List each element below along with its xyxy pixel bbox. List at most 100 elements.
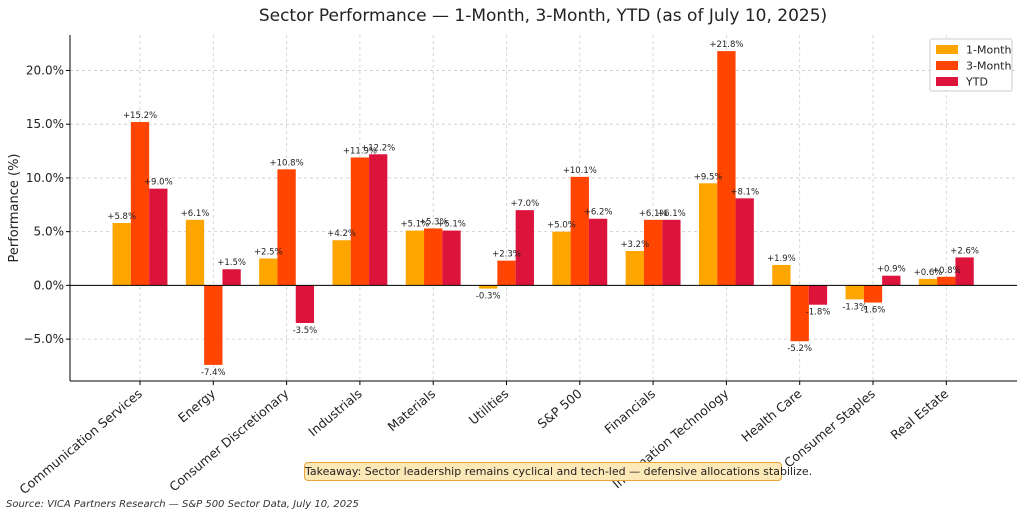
- bar-ytd-8: [735, 198, 754, 286]
- data-label: +5.0%: [547, 221, 576, 231]
- data-label: -0.3%: [476, 292, 501, 302]
- bar-3-month-8: [717, 51, 736, 286]
- legend: 1-Month 3-Month YTD: [929, 38, 1013, 92]
- bar-ytd-7: [662, 219, 681, 286]
- x-category-label: Utilities: [466, 386, 512, 428]
- data-label: +6.2%: [584, 208, 613, 218]
- x-category-label: Consumer Discretionary: [166, 385, 292, 494]
- x-category-label: S&P 500: [534, 386, 584, 432]
- y-tick-label: −5.0%: [23, 332, 64, 346]
- bar-3-month-2: [277, 169, 296, 286]
- source-note: Source: VICA Partners Research — S&P 500…: [6, 499, 359, 510]
- data-label: -7.4%: [201, 368, 226, 378]
- x-category-label: Health Care: [738, 386, 805, 445]
- data-label: +0.9%: [877, 265, 906, 275]
- x-category-label: Financials: [601, 386, 658, 437]
- legend-label: 1-Month: [966, 44, 1011, 57]
- bar-1-month-10: [845, 285, 864, 300]
- bar-3-month-10: [863, 285, 883, 303]
- data-label: -5.2%: [787, 344, 812, 354]
- data-label: +2.6%: [950, 246, 979, 256]
- bar-3-month-7: [643, 219, 663, 286]
- bar-3-month-1: [204, 285, 223, 365]
- data-labels-group: +5.8% +6.1% +2.5% +4.2% +5.1% -0.3% +5.0% +3.2%…: [107, 40, 979, 378]
- legend-label: YTD: [965, 76, 988, 89]
- y-tick-labels: −5.0% 0.0% 5.0% 10.0% 15.0% 20.0%: [23, 63, 70, 346]
- data-label: +5.1%: [401, 220, 430, 230]
- bar-ytd-10: [882, 275, 901, 286]
- data-label: +5.8%: [107, 212, 136, 222]
- x-category-label: Real Estate: [888, 386, 952, 443]
- x-category-label: Materials: [385, 386, 439, 434]
- legend-swatch: [936, 45, 958, 54]
- legend-swatch: [936, 61, 958, 70]
- data-label: +5.3%: [419, 217, 448, 227]
- bar-ytd-2: [295, 285, 315, 323]
- bar-ytd-6: [588, 218, 608, 286]
- x-category-label: Industrials: [305, 386, 365, 439]
- bar-3-month-9: [790, 285, 809, 342]
- bar-3-month-11: [937, 276, 956, 286]
- data-label: +7.0%: [510, 199, 539, 209]
- data-label: -1.3%: [842, 302, 867, 312]
- data-label: -1.8%: [806, 308, 831, 318]
- x-category-label: Energy: [175, 385, 219, 425]
- data-label: +9.0%: [144, 178, 173, 188]
- bar-1-month-9: [772, 264, 791, 286]
- bar-3-month-6: [570, 176, 589, 286]
- bar-1-month-3: [332, 240, 351, 286]
- bar-3-month-0: [130, 122, 150, 286]
- data-label: +4.2%: [327, 229, 356, 239]
- data-label: -3.5%: [293, 326, 318, 336]
- y-tick-label: 10.0%: [26, 171, 64, 185]
- y-tick-label: 20.0%: [26, 63, 64, 77]
- data-label: +21.8%: [709, 40, 743, 50]
- bar-3-month-3: [350, 157, 370, 286]
- legend-swatch: [936, 77, 958, 86]
- data-label: +8.1%: [730, 187, 759, 197]
- data-label: +10.1%: [563, 166, 597, 176]
- bar-1-month-0: [112, 223, 131, 286]
- bar-1-month-6: [552, 231, 571, 286]
- y-tick-label: 15.0%: [26, 117, 64, 131]
- legend-label: 3-Month: [966, 60, 1011, 73]
- data-label: +6.1%: [639, 209, 668, 219]
- data-label: +6.1%: [181, 209, 210, 219]
- data-label: +9.5%: [694, 172, 723, 182]
- data-label: -1.6%: [861, 306, 886, 316]
- bar-1-month-8: [698, 183, 718, 286]
- data-label: +2.5%: [254, 248, 283, 258]
- data-label: +1.5%: [217, 258, 246, 268]
- bar-1-month-11: [918, 278, 938, 286]
- data-label: +11.9%: [343, 146, 377, 156]
- axes: [69, 35, 1017, 382]
- bar-3-month-5: [497, 260, 516, 286]
- bar-ytd-5: [515, 210, 534, 286]
- bar-1-month-4: [405, 230, 425, 286]
- data-label: +5.1%: [437, 220, 466, 230]
- takeaway-annotation: Takeaway: Sector leadership remains cycl…: [304, 462, 812, 481]
- data-label: +10.8%: [270, 158, 304, 168]
- data-label: +0.8%: [932, 266, 961, 276]
- data-label: +3.2%: [620, 240, 649, 250]
- chart-title: Sector Performance — 1-Month, 3-Month, Y…: [259, 6, 827, 26]
- data-label: +12.2%: [361, 143, 395, 153]
- bar-ytd-1: [222, 269, 241, 286]
- bar-3-month-4: [424, 228, 443, 286]
- y-axis-label: Performance (%): [7, 153, 22, 262]
- bar-1-month-1: [185, 219, 205, 286]
- data-label: +2.3%: [492, 250, 521, 260]
- data-label: +15.2%: [123, 111, 157, 121]
- x-category-label: Communication Services: [16, 386, 145, 497]
- data-label: +6.1%: [657, 209, 686, 219]
- y-tick-label: 5.0%: [34, 225, 65, 239]
- data-label: +1.9%: [767, 254, 796, 264]
- y-tick-label: 0.0%: [34, 278, 65, 292]
- bar-ytd-0: [149, 188, 168, 286]
- bar-ytd-9: [808, 285, 828, 305]
- bar-ytd-11: [955, 257, 974, 286]
- bar-1-month-7: [625, 250, 644, 286]
- bar-ytd-3: [369, 154, 388, 286]
- data-label: +0.6%: [914, 268, 943, 278]
